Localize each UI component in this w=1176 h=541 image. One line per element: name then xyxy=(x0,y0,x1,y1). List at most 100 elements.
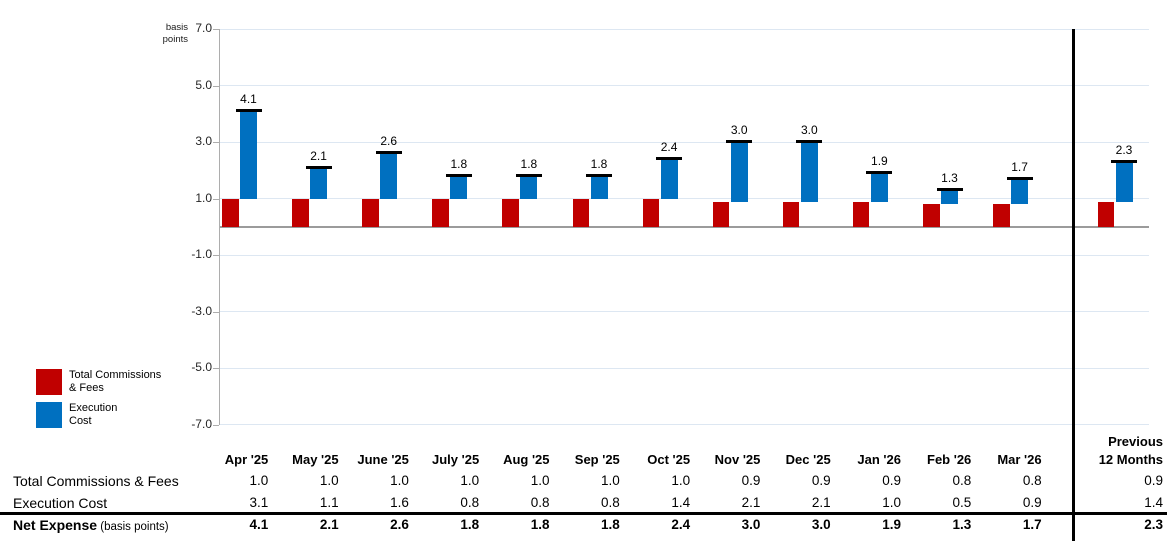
table-value-cell: 1.8 xyxy=(530,517,550,532)
net-expense-value-label: 2.1 xyxy=(310,148,327,163)
legend-item-total-commissions: Total Commissions & Fees xyxy=(36,369,161,395)
commissions-swatch-icon xyxy=(36,369,62,395)
bar-total-commissions xyxy=(222,198,239,227)
bar-execution-cost xyxy=(1011,178,1029,205)
table-value-cell: 0.9 xyxy=(811,473,831,488)
table-value-cell: 1.0 xyxy=(390,473,409,488)
table-value-cell: 1.1 xyxy=(319,495,339,510)
table-value-cell: 1.0 xyxy=(671,473,691,488)
table-value-cell: 2.1 xyxy=(811,495,831,510)
net-expense-cap-marker xyxy=(305,165,332,169)
previous-header-line1: Previous xyxy=(1108,434,1163,449)
net-expense-value-label: 1.8 xyxy=(450,157,468,172)
table-value-cell: 3.0 xyxy=(741,517,761,532)
table-row-label: Execution Cost xyxy=(13,495,108,511)
y-gridline xyxy=(220,254,1149,256)
net-expense-cap-marker xyxy=(1006,176,1033,180)
table-value-cell: 1.0 xyxy=(530,473,550,488)
net-expense-cap-marker xyxy=(936,188,963,192)
net-expense-value-label: 3.0 xyxy=(800,123,818,138)
table-row-label: Total Commissions & Fees xyxy=(13,473,179,489)
table-value-cell: 3.1 xyxy=(249,495,269,510)
table-value-cell: 0.8 xyxy=(460,495,480,510)
bar-execution-cost xyxy=(310,167,328,199)
table-value-cell: 0.8 xyxy=(530,495,550,510)
y-axis-tick-label: -7.0 xyxy=(191,416,212,431)
table-value-cell: 0.8 xyxy=(601,495,620,510)
net-expense-cap-marker xyxy=(796,140,823,144)
y-axis-tick-label: -1.0 xyxy=(191,247,212,262)
y-axis-tick xyxy=(213,368,219,370)
month-header-cell: Mar '26 xyxy=(997,452,1042,467)
legend-label-execution-cost: Execution Cost xyxy=(69,402,118,427)
month-header-cell: May '25 xyxy=(292,452,339,467)
bar-total-commissions xyxy=(572,198,589,227)
y-gridline xyxy=(220,85,1149,87)
table-value-cell: 1.7 xyxy=(1022,517,1042,532)
y-axis-tick-label: -3.0 xyxy=(191,303,212,318)
table-value-cell: 0.8 xyxy=(952,473,972,488)
y-axis-tick-label: 7.0 xyxy=(195,21,212,35)
table-previous-value-cell: 2.3 xyxy=(1144,517,1163,532)
net-expense-cap-marker xyxy=(375,151,402,155)
y-axis-tick xyxy=(213,424,219,426)
month-header-cell: Feb '26 xyxy=(927,452,972,467)
bar-execution-cost xyxy=(870,173,888,202)
month-header-cell: Dec '25 xyxy=(785,452,831,467)
bar-execution-cost xyxy=(660,159,678,199)
table-value-cell: 0.9 xyxy=(741,473,761,488)
table-value-cell: 1.3 xyxy=(952,517,972,532)
y-axis-tick xyxy=(213,311,219,313)
table-previous-value-cell: 0.9 xyxy=(1144,473,1163,488)
net-expense-separator-line xyxy=(0,512,1167,515)
net-expense-cap-marker xyxy=(1111,159,1137,163)
table-value-cell: 1.9 xyxy=(882,517,901,532)
table-value-cell: 1.8 xyxy=(601,517,620,532)
bar-execution-cost xyxy=(800,142,818,202)
y-gridline xyxy=(220,198,1149,200)
bar-total-commissions xyxy=(852,201,870,227)
bar-total-commissions xyxy=(362,198,379,227)
previous-header-line2: 12 Months xyxy=(1098,452,1163,467)
table-value-cell: 0.9 xyxy=(882,473,901,488)
bar-execution-cost xyxy=(240,111,257,199)
table-value-cell: 1.4 xyxy=(671,495,691,510)
net-expense-value-label: 2.6 xyxy=(380,134,398,149)
month-header-cell: Apr '25 xyxy=(224,452,269,467)
bar-total-commissions xyxy=(712,201,730,227)
bar-execution-cost xyxy=(520,176,538,199)
table-value-cell: 1.8 xyxy=(460,517,480,532)
legend-label-total-commissions: Total Commissions & Fees xyxy=(69,369,162,394)
table-value-cell: 2.6 xyxy=(390,517,409,532)
y-gridline xyxy=(220,141,1149,143)
net-expense-value-label: 1.3 xyxy=(941,171,958,186)
month-header-cell: June '25 xyxy=(357,452,409,467)
net-expense-cap-marker xyxy=(235,109,262,113)
bar-execution-cost xyxy=(590,176,608,199)
month-header-cell: Sep '25 xyxy=(574,452,620,467)
y-gridline xyxy=(220,311,1149,313)
net-expense-value-label: 3.0 xyxy=(730,123,748,138)
table-value-cell: 0.9 xyxy=(1022,495,1042,510)
bar-execution-cost xyxy=(450,176,468,199)
y-axis-unit-label-line2: points xyxy=(162,34,188,45)
y-gridline xyxy=(220,424,1149,426)
month-header-cell: Jan '26 xyxy=(857,452,901,467)
table-value-cell: 0.5 xyxy=(952,495,972,510)
row-label-suffix: (basis points) xyxy=(97,521,169,533)
bar-execution-cost xyxy=(1115,161,1133,202)
net-expense-value-label: 2.4 xyxy=(660,140,678,155)
table-value-cell: 2.4 xyxy=(671,517,691,532)
table-previous-value-cell: 1.4 xyxy=(1144,495,1163,510)
month-header-cell: Aug '25 xyxy=(503,452,550,467)
y-axis-tick-label: 3.0 xyxy=(195,134,212,149)
table-row-label: Net Expense (basis points) xyxy=(13,517,169,533)
net-expense-cap-marker xyxy=(515,174,542,178)
net-expense-value-label: 1.9 xyxy=(871,154,888,169)
bar-total-commissions xyxy=(502,198,519,227)
table-value-cell: 1.6 xyxy=(390,495,409,510)
previous-period-divider-line xyxy=(1071,29,1075,541)
bar-total-commissions xyxy=(642,198,660,227)
execution-swatch-icon xyxy=(36,402,62,428)
net-expense-value-label: 2.3 xyxy=(1115,142,1133,157)
